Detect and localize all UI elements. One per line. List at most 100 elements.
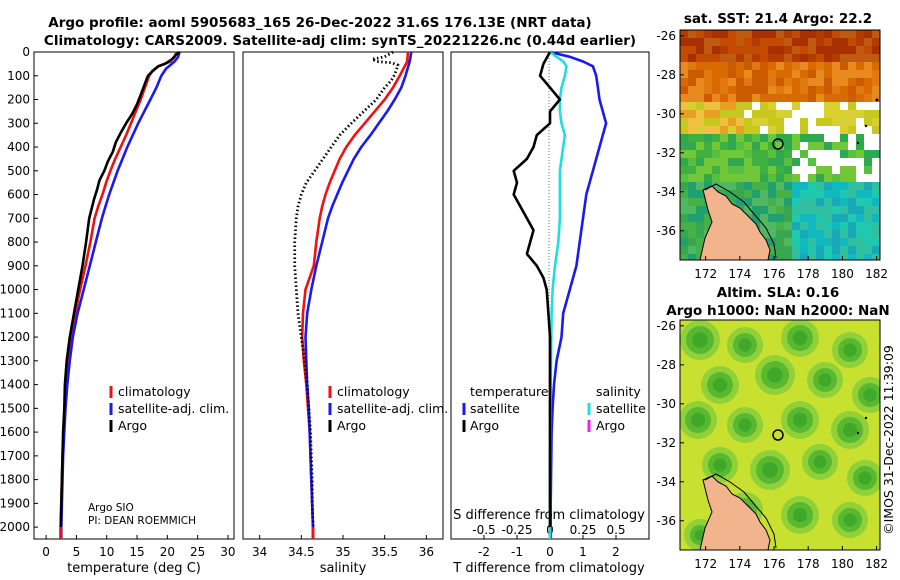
sst-cell bbox=[784, 118, 793, 127]
sst-cell bbox=[720, 142, 729, 151]
argo-profile-marker bbox=[772, 429, 784, 441]
sla-anomaly-core bbox=[792, 330, 808, 346]
sst-cell bbox=[752, 214, 761, 223]
sst-cell bbox=[784, 86, 793, 95]
sst-cell bbox=[808, 70, 817, 79]
sst-cell bbox=[808, 54, 817, 63]
sst-cell bbox=[824, 190, 833, 199]
lon-tick-label: 182 bbox=[865, 557, 888, 571]
sst-cell bbox=[720, 78, 729, 87]
sst-cell bbox=[824, 54, 833, 63]
sst-cell bbox=[776, 214, 785, 223]
sst-cell bbox=[872, 118, 880, 127]
sst-cell bbox=[792, 102, 801, 111]
lon-tick-label: 176 bbox=[763, 557, 786, 571]
sst-cell bbox=[752, 94, 761, 103]
sst-cell bbox=[720, 70, 729, 79]
sst-cell bbox=[840, 166, 849, 175]
sst-cell bbox=[688, 222, 697, 231]
sst-cell bbox=[728, 126, 737, 135]
sst-cell bbox=[808, 182, 817, 191]
sst-cell bbox=[816, 230, 825, 239]
sst-cell bbox=[696, 214, 705, 223]
sst-cell bbox=[824, 198, 833, 207]
y-tick-label: 1700 bbox=[0, 449, 30, 463]
legend-label-satellite-t: satellite bbox=[470, 401, 520, 416]
sst-cell bbox=[728, 190, 737, 199]
sst-cell bbox=[704, 142, 713, 151]
sst-cell bbox=[824, 102, 833, 111]
t-difference-xlabel: T difference from climatology bbox=[452, 561, 645, 576]
sst-cell bbox=[784, 46, 793, 55]
sst-cell bbox=[848, 190, 857, 199]
sst-cell bbox=[816, 38, 825, 47]
sst-cell bbox=[832, 54, 841, 63]
sst-cell bbox=[696, 230, 705, 239]
y-tick-label: 1400 bbox=[0, 378, 30, 392]
sst-cell bbox=[768, 54, 777, 63]
sst-cell bbox=[728, 70, 737, 79]
sst-cell bbox=[856, 246, 865, 255]
sst-cell bbox=[736, 134, 745, 143]
new-zealand-north-island-shape bbox=[699, 475, 771, 550]
sla-anomaly-core bbox=[712, 377, 728, 393]
sst-cell bbox=[840, 246, 849, 255]
series-line-argo bbox=[293, 50, 400, 528]
sst-cell bbox=[856, 174, 865, 183]
sst-cell bbox=[816, 158, 825, 167]
sla-anomaly-core bbox=[843, 343, 857, 357]
sst-cell bbox=[824, 150, 833, 159]
sst-cell bbox=[856, 78, 865, 87]
sst-cell bbox=[824, 118, 833, 127]
sst-cell bbox=[792, 134, 801, 143]
sst-cell bbox=[680, 158, 689, 167]
sst-cell bbox=[800, 102, 809, 111]
y-tick-label: 500 bbox=[7, 164, 30, 178]
sst-cell bbox=[800, 150, 809, 159]
sst-cell bbox=[816, 54, 825, 63]
sst-cell bbox=[680, 126, 689, 135]
sst-cell bbox=[872, 38, 880, 47]
sst-cell bbox=[752, 150, 761, 159]
sst-cell bbox=[736, 86, 745, 95]
sst-cell bbox=[800, 174, 809, 183]
sst-cell bbox=[696, 110, 705, 119]
sst-cell bbox=[816, 254, 825, 260]
sst-cell bbox=[792, 38, 801, 47]
sst-cell bbox=[688, 54, 697, 63]
sst-cell bbox=[768, 246, 777, 255]
sst-cell bbox=[768, 70, 777, 79]
x-tick-label: 1 bbox=[579, 545, 587, 559]
sst-cell bbox=[768, 182, 777, 191]
sst-cell bbox=[856, 206, 865, 215]
sst-cell bbox=[688, 166, 697, 175]
island-dot bbox=[864, 416, 868, 420]
sst-cell bbox=[680, 166, 689, 175]
sst-cell bbox=[840, 86, 849, 95]
sst-cell bbox=[872, 70, 880, 79]
sst-cell bbox=[872, 62, 880, 71]
sst-cell bbox=[744, 158, 753, 167]
y-tick-label: 900 bbox=[7, 259, 30, 273]
sst-cell bbox=[816, 110, 825, 119]
sst-cell bbox=[792, 126, 801, 135]
y-tick-label: 100 bbox=[7, 69, 30, 83]
sst-cell bbox=[712, 174, 721, 183]
sst-cell bbox=[808, 134, 817, 143]
sst-cell bbox=[848, 86, 857, 95]
sst-cell bbox=[808, 214, 817, 223]
sst-cell bbox=[792, 222, 801, 231]
sst-cell bbox=[856, 142, 865, 151]
sst-cell bbox=[824, 230, 833, 239]
sst-cell bbox=[744, 54, 753, 63]
sst-cell bbox=[832, 182, 841, 191]
sst-cell bbox=[696, 70, 705, 79]
sst-cell bbox=[768, 38, 777, 47]
sst-cell bbox=[792, 110, 801, 119]
sst-cell bbox=[824, 30, 833, 39]
sst-cell bbox=[800, 78, 809, 87]
sst-cell bbox=[824, 214, 833, 223]
sst-cell bbox=[816, 190, 825, 199]
sst-cell bbox=[808, 30, 817, 39]
sst-cell bbox=[784, 110, 793, 119]
